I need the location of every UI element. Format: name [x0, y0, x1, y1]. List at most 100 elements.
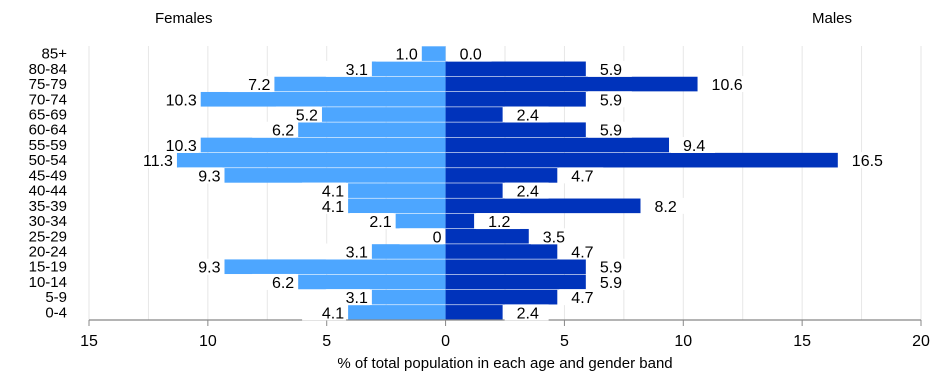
- bar-male: [445, 137, 670, 153]
- bar-male: [445, 91, 586, 107]
- bar-female: [274, 76, 446, 92]
- label-box-female: [228, 76, 273, 93]
- bar-female: [348, 305, 446, 320]
- x-tick-label: 10: [199, 333, 217, 350]
- value-label-male: 3.5: [543, 229, 565, 246]
- label-box-male: [447, 45, 492, 62]
- label-box-male: [559, 289, 604, 306]
- category-label: 10-14: [29, 274, 67, 291]
- label-box-female: [325, 243, 370, 260]
- x-axis-title: % of total population in each age and ge…: [337, 355, 672, 371]
- value-label-female: 3.1: [346, 245, 368, 262]
- label-box-female: [375, 45, 420, 62]
- label-box-female: [154, 91, 199, 108]
- label-box-male: [587, 121, 632, 138]
- label-box-female: [252, 273, 297, 290]
- bar-male: [445, 228, 529, 244]
- value-label-male: 5.9: [600, 260, 622, 277]
- label-box-male: [587, 273, 632, 290]
- value-label-female: 4.1: [322, 305, 344, 322]
- bar-female: [200, 91, 446, 107]
- label-box-female: [275, 106, 320, 123]
- bar-female: [348, 183, 446, 198]
- value-label-female: 1.0: [396, 47, 418, 64]
- category-labels: 85+80-8475-7970-7465-6960-6455-5950-5445…: [29, 46, 68, 322]
- bar-male: [445, 259, 586, 275]
- bar-male: [445, 198, 641, 214]
- label-box-male: [839, 152, 884, 169]
- bar-male: [445, 289, 558, 305]
- label-box-male: [504, 304, 549, 321]
- label-box-male: [671, 136, 716, 153]
- category-label: 50-54: [29, 152, 67, 169]
- label-box-female: [399, 228, 444, 245]
- bar-female: [395, 213, 446, 229]
- category-label: 65-69: [29, 107, 67, 124]
- bar-female: [176, 152, 446, 168]
- category-label: 20-24: [29, 244, 67, 261]
- bar-female: [371, 61, 446, 77]
- value-label-male: 10.6: [712, 77, 743, 94]
- x-tick-label: 15: [80, 333, 98, 350]
- value-label-female: 5.2: [296, 108, 318, 125]
- bar-male: [445, 305, 503, 320]
- label-box-male: [587, 91, 632, 108]
- category-label: 70-74: [29, 91, 67, 108]
- x-tick-label: 0: [441, 333, 450, 350]
- value-label-male: 0.0: [460, 47, 482, 64]
- bar-male: [445, 61, 586, 77]
- females-header: Females: [155, 10, 213, 27]
- value-label-male: 2.4: [517, 108, 539, 125]
- category-label: 80-84: [29, 61, 67, 78]
- category-label: 85+: [42, 46, 68, 63]
- category-label: 25-29: [29, 228, 67, 245]
- value-label-female: 3.1: [346, 62, 368, 79]
- label-box-female: [325, 289, 370, 306]
- value-label-female: 2.1: [369, 214, 391, 231]
- category-label: 0-4: [45, 304, 67, 321]
- category-label: 30-34: [29, 213, 67, 230]
- bar-male: [445, 168, 558, 183]
- label-box-female: [325, 60, 370, 77]
- males-header: Males: [812, 10, 853, 27]
- value-label-male: 5.9: [600, 275, 622, 292]
- value-label-female: 11.3: [143, 153, 173, 170]
- label-box-female: [302, 304, 347, 321]
- value-label-female: 10.3: [166, 92, 197, 109]
- label-box-male: [559, 243, 604, 260]
- bar-male: [445, 213, 475, 229]
- label-box-female: [178, 167, 223, 184]
- label-box-male: [699, 76, 744, 93]
- x-tick-label: 20: [912, 333, 930, 350]
- label-box-male: [587, 60, 632, 77]
- label-box-male: [476, 213, 521, 230]
- label-box-female: [302, 182, 347, 199]
- bar-male: [445, 122, 586, 138]
- label-box-male: [530, 228, 575, 245]
- category-label: 60-64: [29, 122, 67, 139]
- bar-female: [371, 289, 446, 305]
- category-label: 35-39: [29, 198, 67, 215]
- bars: [176, 46, 838, 320]
- x-axis: 15 10 5 0 5 10 15 20: [80, 319, 930, 350]
- label-box-female: [302, 197, 347, 214]
- label-box-female: [349, 213, 394, 230]
- value-label-female: 10.3: [166, 138, 197, 155]
- category-label: 75-79: [29, 76, 67, 93]
- bar-male: [445, 183, 503, 198]
- value-label-male: 16.5: [852, 153, 883, 170]
- bar-female: [348, 198, 446, 214]
- value-label-female: 7.2: [248, 77, 270, 94]
- bar-female: [421, 46, 446, 61]
- value-label-male: 4.7: [571, 168, 593, 185]
- value-label-female: 9.3: [198, 168, 220, 185]
- bar-male: [445, 274, 586, 290]
- bar-female: [200, 137, 446, 153]
- category-label: 40-44: [29, 183, 67, 200]
- value-label-male: 5.9: [600, 123, 622, 140]
- value-label-female: 6.2: [272, 275, 294, 292]
- bar-female: [321, 107, 446, 122]
- value-label-female: 3.1: [346, 290, 368, 307]
- value-label-male: 2.4: [517, 184, 539, 201]
